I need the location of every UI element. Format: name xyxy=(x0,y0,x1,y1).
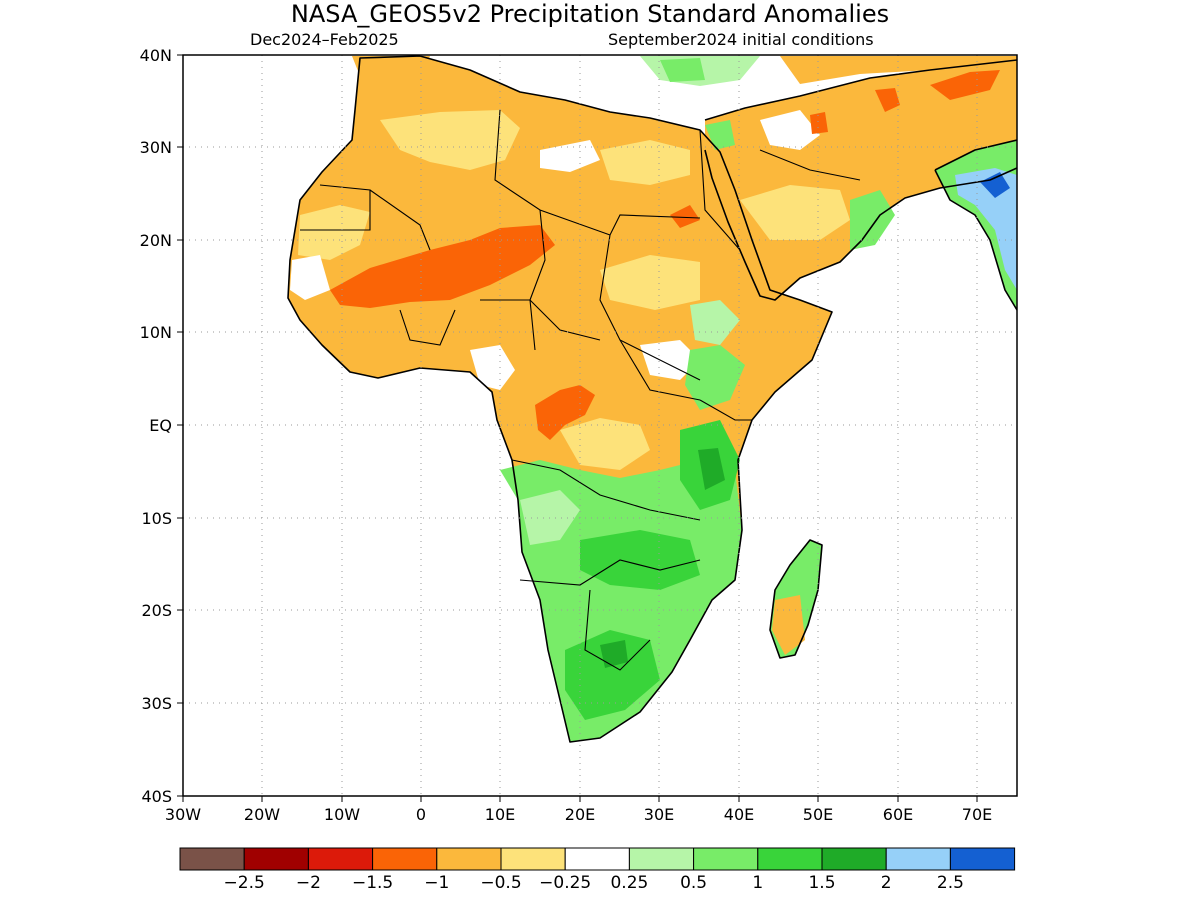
colorbar: −2.5 −2 −1.5 −1 −0.5 −0.25 0.25 0.5 1 1.5 2 2.5 xyxy=(179,847,1016,893)
neutral-westafrica xyxy=(290,255,330,300)
strong-dry-caucasus xyxy=(930,70,1000,100)
africa-coastline xyxy=(287,55,833,743)
lat-label-20n: 20N xyxy=(140,231,172,250)
latitude-axis: 40N 30N 20N 10N EQ 10S 20S 30S 40S xyxy=(140,46,183,806)
weak-dry-congo xyxy=(560,418,650,470)
colorbar-label: 1.5 xyxy=(808,873,835,893)
lat-label-30n: 30N xyxy=(140,138,172,157)
lon-label-50e: 50E xyxy=(803,805,833,824)
colorbar-label: 0.25 xyxy=(610,873,648,893)
weak-dry-sahara-north xyxy=(380,110,520,170)
colorbar-swatch xyxy=(885,847,951,871)
gridlines xyxy=(183,55,1017,796)
lon-label-30w: 30W xyxy=(165,805,201,824)
colorbar-label: −0.25 xyxy=(539,873,591,893)
map-title: NASA_GEOS5v2 Precipitation Standard Anom… xyxy=(291,0,889,28)
lat-label-10s: 10S xyxy=(141,509,172,528)
wet-ethiopia xyxy=(685,345,745,410)
lon-label-20w: 20W xyxy=(244,805,280,824)
colorbar-label: −1 xyxy=(424,873,449,893)
wet-red-sea-coast xyxy=(705,120,735,150)
very-wet-india xyxy=(955,168,1017,290)
strong-dry-sahel-west xyxy=(330,225,555,308)
neutral-cameroon xyxy=(470,345,515,390)
lon-label-60e: 60E xyxy=(883,805,913,824)
weak-dry-mauritania xyxy=(298,205,370,260)
lon-label-40e: 40E xyxy=(724,805,754,824)
colorbar-label: 1 xyxy=(752,873,763,893)
wet-oman xyxy=(850,190,895,250)
strong-dry-persian-gulf xyxy=(810,112,828,134)
colorbar-swatch xyxy=(628,847,695,871)
colorbar-label: −2.5 xyxy=(224,873,265,893)
wet-very-strong-tanzania xyxy=(698,448,725,490)
colorbar-label: −2 xyxy=(296,873,321,893)
map-plot-area xyxy=(183,55,1017,796)
colorbar-swatch xyxy=(436,847,502,871)
lat-label-10n: 10N xyxy=(140,323,172,342)
lon-label-70e: 70E xyxy=(962,805,992,824)
colorbar-swatch xyxy=(500,847,566,871)
neutral-sudan xyxy=(640,340,700,380)
colorbar-swatch xyxy=(821,847,887,871)
longitude-axis: 30W 20W 10W 0 10E 20E 30E 40E 50E 60E 70… xyxy=(165,796,992,824)
wet-turkey-south xyxy=(660,58,705,82)
strong-dry-sudan-north xyxy=(670,205,700,228)
wet-weak-horn xyxy=(690,300,740,345)
colorbar-swatch xyxy=(757,847,823,871)
lon-label-10e: 10E xyxy=(485,805,515,824)
lat-label-eq: EQ xyxy=(149,416,172,435)
season-subtitle: Dec2024–Feb2025 xyxy=(250,30,399,49)
europe-landmass xyxy=(352,56,430,86)
lat-label-40n: 40N xyxy=(140,46,172,65)
india-coastline xyxy=(934,139,1017,311)
colorbar-label: 2.5 xyxy=(937,873,964,893)
lat-label-20s: 20S xyxy=(141,601,172,620)
lat-label-40s: 40S xyxy=(141,787,172,806)
madagascar-dry xyxy=(772,595,805,655)
lon-label-20e: 20E xyxy=(565,805,595,824)
madagascar-coastline xyxy=(769,539,823,659)
init-subtitle: September2024 initial conditions xyxy=(608,30,874,49)
lat-label-30s: 30S xyxy=(141,694,172,713)
colorbar-swatch xyxy=(949,847,1016,871)
colorbar-label: 0.5 xyxy=(680,873,707,893)
colorbar-swatch xyxy=(179,847,245,871)
colorbar-swatch xyxy=(564,847,630,871)
colorbar-swatch xyxy=(693,847,759,871)
colorbar-label: −1.5 xyxy=(352,873,393,893)
colorbar-swatch xyxy=(372,847,438,871)
colorbar-label: −0.5 xyxy=(480,873,521,893)
neutral-iran xyxy=(760,110,820,150)
neutral-libya xyxy=(540,140,600,172)
weak-dry-sahel-east xyxy=(600,255,700,310)
wet-strong-zambia xyxy=(580,530,700,590)
extreme-wet-india xyxy=(980,172,1010,198)
strong-dry-central-africa xyxy=(535,385,595,440)
country-borders xyxy=(300,109,861,671)
colorbar-swatch xyxy=(243,847,309,871)
lon-label-30e: 30E xyxy=(644,805,674,824)
caspian-region xyxy=(780,56,1017,84)
strong-dry-iran xyxy=(875,88,900,112)
lon-label-10w: 10W xyxy=(324,805,360,824)
arabia-coastline xyxy=(704,59,1017,301)
colorbar-label: 2 xyxy=(881,873,892,893)
weak-dry-egypt xyxy=(600,140,690,185)
weak-dry-saudi xyxy=(740,185,850,240)
colorbar-swatch xyxy=(307,847,374,871)
wet-very-strong-zimbabwe xyxy=(600,640,628,668)
lon-label-0: 0 xyxy=(416,805,426,824)
